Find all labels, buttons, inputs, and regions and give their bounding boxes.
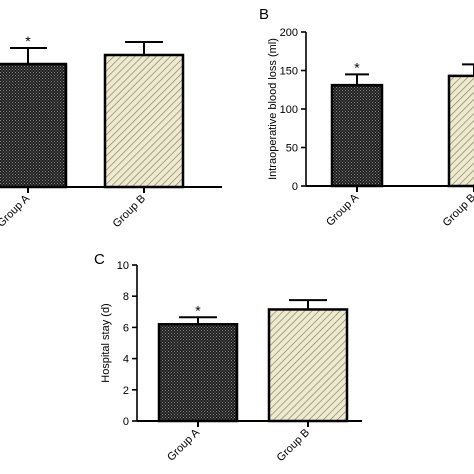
panel-b-bar-group-a [330, 83, 384, 188]
panel-b-y-tick-label: 0 [292, 181, 298, 193]
panel-b-label: B [259, 6, 269, 23]
panel-c-y-tick-label: 10 [117, 260, 129, 272]
panel-a-bar-group-a [0, 62, 68, 189]
panel-b-y-tick-label: 50 [286, 143, 298, 155]
panel-b-y-axis-title: Intraoperative blood loss (ml) [267, 38, 279, 180]
panel-a-x-label-group-a: Group A [0, 192, 33, 229]
panel-c-y-tick-label: 6 [123, 322, 129, 334]
panel-c-y-tick-label: 4 [123, 354, 129, 366]
panel-a-x-label-group-b: Group B [111, 193, 148, 230]
panel-c: C 0 2 4 6 8 10 Hospital stay (d) * Group A Group … [94, 251, 362, 464]
panel-c-significance-group-a: * [195, 302, 201, 318]
panel-b-significance-group-a: * [354, 59, 360, 75]
panel-b-x-label-group-b: Group B [441, 192, 474, 229]
panel-a-significance-group-a: * [25, 33, 31, 49]
panel-b-y-tick-label: 200 [280, 27, 298, 39]
panel-c-plot: 0 2 4 6 8 10 Hospital stay (d) * Group A Group B [100, 260, 362, 464]
panel-b-bar-group-b [447, 74, 474, 188]
panel-b-y-tick-label: 100 [280, 104, 298, 116]
panel-b-y-tick-label: 150 [280, 66, 298, 78]
panel-c-y-tick-label: 2 [123, 385, 129, 397]
panel-c-y-tick-label: 0 [123, 416, 129, 428]
panel-b-x-label-group-a: Group A [324, 191, 361, 228]
panel-c-y-axis-title: Hospital stay (d) [100, 303, 112, 382]
panel-c-x-label-group-b: Group B [275, 427, 312, 464]
panel-c-bar-group-b [267, 308, 349, 423]
panel-c-bar-group-a [157, 323, 239, 423]
panel-a: * Group A Group B [0, 33, 222, 230]
panel-a-bar-group-b [103, 53, 185, 189]
panel-c-label: C [94, 251, 105, 268]
panel-c-y-tick-label: 8 [123, 291, 129, 303]
panel-c-x-label-group-a: Group A [165, 426, 202, 463]
